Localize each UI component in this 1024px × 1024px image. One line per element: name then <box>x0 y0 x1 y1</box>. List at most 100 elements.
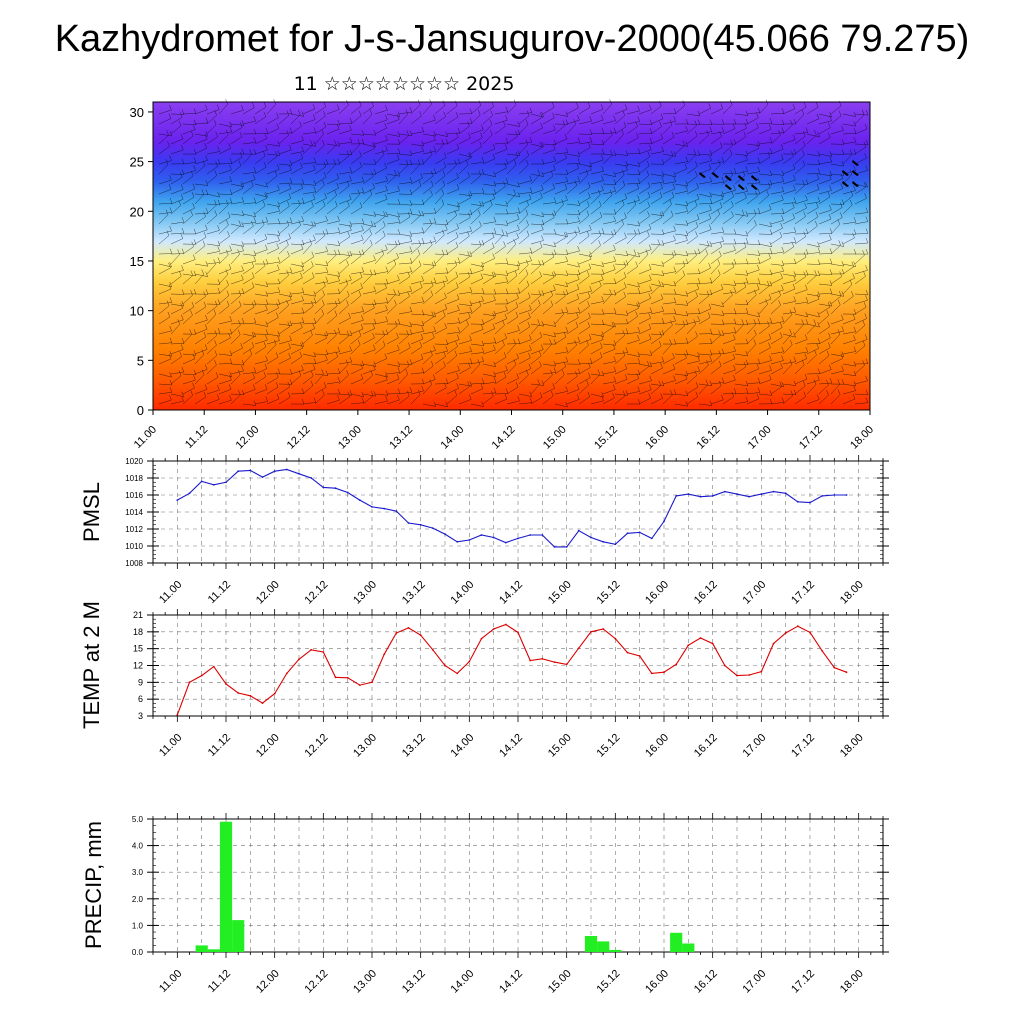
wind-barb-shaft <box>626 253 640 258</box>
wind-barb-shaft <box>782 333 796 338</box>
wind-barb-shaft <box>518 252 532 255</box>
wind-barb-shaft <box>506 194 516 205</box>
wind-barb-shaft <box>158 358 172 365</box>
wind-barb-shaft <box>482 115 493 125</box>
wind-barb-flag <box>661 261 665 267</box>
wind-barb-shaft <box>470 361 484 365</box>
wind-barb-flag <box>671 251 675 257</box>
wind-barb-shaft <box>698 160 712 165</box>
wind-barb-flag <box>732 334 736 340</box>
wind-barb-flag <box>288 353 291 359</box>
wind-barb-flag <box>685 390 689 396</box>
wind-barb-shaft <box>530 189 544 195</box>
wind-barb-shaft <box>194 389 208 395</box>
wind-barb-flag <box>253 197 257 203</box>
wind-barb-flag <box>577 368 581 374</box>
wind-barb-flag <box>841 268 845 274</box>
wind-barb-shaft <box>410 346 423 355</box>
wind-barb-shaft <box>182 175 194 185</box>
wind-barb-shaft <box>362 225 374 235</box>
wind-barb-flag <box>562 369 565 375</box>
wind-barb-shaft <box>206 305 218 315</box>
wind-barb-flag <box>864 313 868 319</box>
wind-barb-shaft <box>530 295 541 305</box>
wind-barb-shaft <box>638 216 650 225</box>
wind-barb-shaft <box>446 116 459 125</box>
wind-barb-flag <box>852 393 856 400</box>
wind-barb-flag <box>277 335 280 341</box>
wind-barb-shaft <box>710 147 723 155</box>
wind-barb-shaft <box>602 323 616 328</box>
wind-barb-flag <box>601 309 605 315</box>
wind-barb-shaft <box>530 240 544 245</box>
wind-barb-flag <box>276 243 279 249</box>
wind-barb-shaft <box>482 276 495 285</box>
wind-barb-shaft <box>158 330 172 335</box>
wind-barb-shaft <box>386 119 400 125</box>
wind-barb-shaft <box>662 120 676 125</box>
wind-barb-flag <box>181 391 184 397</box>
wind-barb-shaft <box>170 356 182 365</box>
wind-barb-flag <box>853 370 857 376</box>
wind-barb-shaft <box>482 363 496 367</box>
wind-barb-flag <box>406 360 410 366</box>
x-tick-label: 11.00 <box>157 732 184 759</box>
wind-barb-shaft <box>254 346 267 355</box>
wind-barb-flag <box>312 194 316 200</box>
wind-barb-flag <box>381 249 384 255</box>
wind-barb-shaft <box>314 295 325 305</box>
wind-arrow-mark <box>852 160 859 166</box>
wind-barb-shaft <box>746 243 761 246</box>
wind-barb-flag <box>430 190 433 196</box>
wind-barb-flag <box>287 201 290 207</box>
wind-barb-flag <box>433 326 436 332</box>
wind-barb-shaft <box>182 275 193 285</box>
wind-barb-shaft <box>734 197 747 205</box>
wind-barb-flag <box>321 309 324 315</box>
wind-barb-shaft <box>746 334 757 345</box>
wind-barb-flag <box>841 365 844 371</box>
wind-barb-shaft <box>398 181 412 185</box>
wind-barb-shaft <box>278 340 292 345</box>
wind-barb-flag <box>817 291 821 297</box>
temp2m-point <box>833 666 836 669</box>
wind-barb-shaft <box>506 104 517 115</box>
wind-barb-flag <box>409 177 413 183</box>
pmsl-point <box>845 494 848 496</box>
wind-barb-shaft <box>470 352 484 355</box>
wind-barb-flag <box>359 272 363 278</box>
wind-barb-shaft <box>530 143 544 148</box>
pmsl-point <box>237 470 240 473</box>
wind-barb-shaft <box>350 105 362 115</box>
wind-barb-flag <box>781 108 785 114</box>
wind-barb-flag <box>611 321 615 327</box>
wind-barb-shaft <box>758 322 772 325</box>
wind-barb-flag <box>853 165 856 171</box>
wind-barb-flag <box>349 221 353 227</box>
y-tick-label: 21 <box>133 610 143 620</box>
wind-barb-flag <box>552 144 556 150</box>
wind-barb-shaft <box>782 383 796 386</box>
wind-barb-flag <box>289 320 293 326</box>
wind-barb-flag <box>553 249 557 255</box>
y-tick-label: 10 <box>130 304 144 319</box>
wind-barb-flag <box>277 218 281 224</box>
wind-barb-shaft <box>542 273 556 277</box>
wind-barb-shaft <box>338 153 353 156</box>
wind-barb-shaft <box>350 223 365 225</box>
wind-barb-flag <box>516 293 519 299</box>
wind-barb-flag <box>313 164 316 170</box>
wind-barb-flag <box>334 139 337 146</box>
wind-barb-shaft <box>506 133 521 136</box>
wind-barb-flag <box>636 132 639 138</box>
wind-barb-shaft <box>770 112 785 115</box>
wind-barb-shaft <box>170 324 180 335</box>
wind-barb-flag <box>732 123 736 129</box>
wind-barb-shaft <box>362 307 375 315</box>
wind-barb-flag <box>853 335 856 341</box>
wind-barb-flag <box>577 176 580 182</box>
page-title: Kazhydromet for J-s-Jansugurov-2000(45.0… <box>54 18 970 60</box>
wind-barb-flag <box>336 104 340 110</box>
wind-barb-flag <box>685 300 689 306</box>
wind-barb-flag <box>397 394 400 401</box>
